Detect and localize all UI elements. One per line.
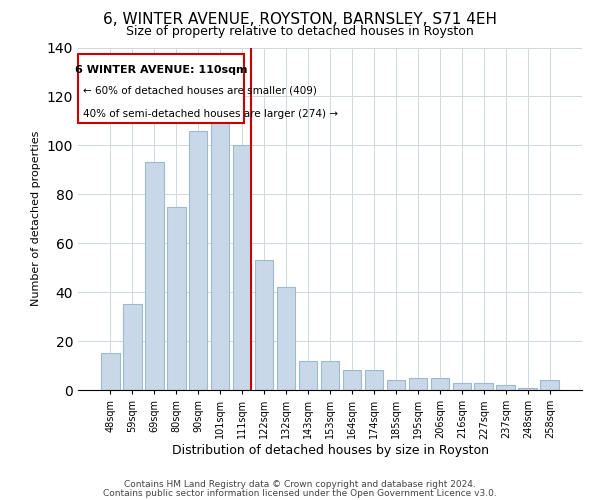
Bar: [211, 114, 229, 390]
Bar: [320, 360, 340, 390]
Bar: [496, 385, 515, 390]
Bar: [299, 360, 317, 390]
Bar: [255, 260, 274, 390]
Text: Size of property relative to detached houses in Royston: Size of property relative to detached ho…: [126, 25, 474, 38]
Bar: [233, 146, 251, 390]
Bar: [409, 378, 427, 390]
Text: 6 WINTER AVENUE: 110sqm: 6 WINTER AVENUE: 110sqm: [75, 64, 247, 74]
Bar: [123, 304, 142, 390]
Bar: [365, 370, 383, 390]
Text: Contains public sector information licensed under the Open Government Licence v3: Contains public sector information licen…: [103, 488, 497, 498]
Bar: [475, 382, 493, 390]
Text: 6, WINTER AVENUE, ROYSTON, BARNSLEY, S71 4EH: 6, WINTER AVENUE, ROYSTON, BARNSLEY, S71…: [103, 12, 497, 28]
Bar: [101, 354, 119, 390]
Bar: [145, 162, 164, 390]
Bar: [452, 382, 471, 390]
Bar: [386, 380, 405, 390]
FancyBboxPatch shape: [78, 54, 244, 123]
Text: 40% of semi-detached houses are larger (274) →: 40% of semi-detached houses are larger (…: [83, 109, 338, 119]
Bar: [343, 370, 361, 390]
Bar: [167, 206, 185, 390]
Bar: [541, 380, 559, 390]
Text: ← 60% of detached houses are smaller (409): ← 60% of detached houses are smaller (40…: [83, 85, 317, 95]
Text: Contains HM Land Registry data © Crown copyright and database right 2024.: Contains HM Land Registry data © Crown c…: [124, 480, 476, 489]
Bar: [518, 388, 537, 390]
Y-axis label: Number of detached properties: Number of detached properties: [31, 131, 41, 306]
X-axis label: Distribution of detached houses by size in Royston: Distribution of detached houses by size …: [172, 444, 488, 457]
Bar: [431, 378, 449, 390]
Bar: [277, 287, 295, 390]
Bar: [189, 130, 208, 390]
